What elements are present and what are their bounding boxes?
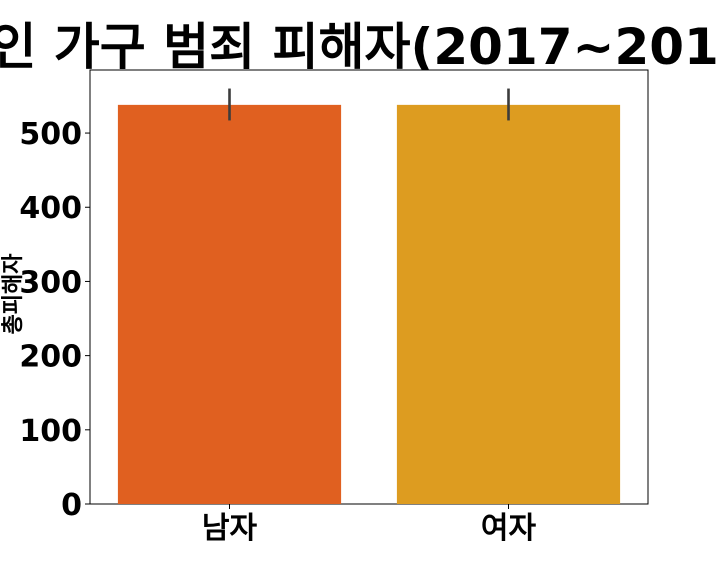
y-tick-label: 0 (61, 488, 82, 523)
bar-2 (396, 104, 621, 504)
x-tick-label: 남자 (202, 511, 258, 546)
bars-layer (117, 104, 621, 504)
y-axis-label: 총피해자 (1, 253, 26, 335)
bar-1 (117, 104, 342, 504)
y-tick-label: 400 (19, 191, 82, 226)
y-tick-label: 200 (19, 340, 82, 375)
error-bars-layer (228, 88, 510, 121)
y-tick-label: 300 (19, 265, 82, 300)
y-tick-label: 100 (19, 414, 82, 449)
y-tick-label: 500 (19, 117, 82, 152)
x-tick-label: 여자 (481, 511, 537, 546)
x-axis: 남자 여자 (202, 504, 537, 546)
y-axis: 0 100 200 300 400 500 (19, 117, 90, 523)
chart-title: 1인 가구 범죄 피해자(2017~2019) (0, 18, 720, 76)
